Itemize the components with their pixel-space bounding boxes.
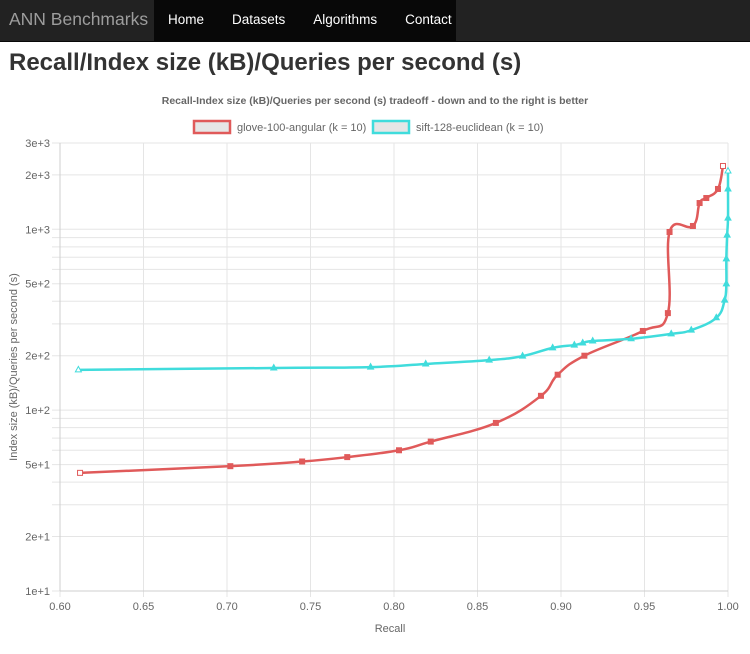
nav-algorithms-link[interactable]: Algorithms [313,12,378,27]
x-tick-label: 1.00 [717,601,738,613]
data-point-marker[interactable] [588,336,597,344]
data-point-marker[interactable] [719,162,726,169]
data-point-marker[interactable] [227,463,234,470]
data-point-marker[interactable] [664,310,671,317]
legend-label: glove-100-angular (k = 10) [237,122,366,134]
data-point-marker[interactable] [689,222,696,229]
x-tick-label: 0.65 [133,601,154,613]
y-tick-label: 1e+1 [25,586,50,598]
chart-legend: glove-100-angular (k = 10) sift-128-eucli… [192,119,543,135]
data-point-marker[interactable] [366,362,375,370]
x-tick-label: 0.90 [550,601,571,613]
series-sift-128-euclidean [74,166,732,373]
chart-series [74,162,732,476]
top-navbar: ANN Benchmarks Home Datasets Algorithms … [0,0,750,42]
chart-grid [52,142,729,597]
series-line [79,165,725,475]
x-tick-label: 0.95 [634,601,655,613]
legend-label: sift-128-euclidean (k = 10) [416,122,543,134]
data-point-marker[interactable] [269,363,278,371]
y-tick-label: 5e+1 [25,460,50,472]
data-point-marker[interactable] [639,327,646,334]
data-point-marker[interactable] [627,334,635,342]
nav-home-link[interactable]: Home [168,12,205,27]
x-axis-label: Recall [375,623,406,635]
legend-swatch [371,119,411,135]
data-point-marker[interactable] [666,229,673,236]
y-tick-label: 1e+3 [25,224,50,236]
data-point-marker[interactable] [722,254,731,262]
data-point-marker[interactable] [696,200,703,207]
nav-contact-link[interactable]: Contact [405,12,452,27]
data-point-marker[interactable] [492,419,499,426]
data-point-marker[interactable] [714,185,721,192]
y-tick-label: 1e+2 [25,405,50,417]
y-tick-label: 2e+3 [25,170,50,182]
x-tick-label: 0.85 [467,601,488,613]
x-tick-label: 0.75 [300,601,321,613]
data-point-marker[interactable] [581,352,588,359]
legend-swatch [192,119,232,135]
data-point-marker[interactable] [570,340,579,348]
data-point-marker[interactable] [485,355,494,363]
data-point-marker[interactable] [724,213,732,221]
data-point-marker[interactable] [724,166,732,174]
data-point-marker[interactable] [518,351,527,359]
data-point-marker[interactable] [74,365,83,373]
legend-item[interactable]: glove-100-angular (k = 10) [192,119,366,135]
chart-title: Recall-Index size (kB)/Queries per secon… [162,95,589,107]
data-point-marker[interactable] [712,313,721,321]
data-point-marker[interactable] [720,295,729,303]
chart-axes: 3e+3 2e+3 1e+3 5e+2 2e+2 1e+2 5e+1 2e+1 1e+1 0.60… [25,138,738,613]
data-point-marker[interactable] [427,438,434,445]
data-point-marker[interactable] [578,338,587,346]
y-axis-label: Index size (kB)/Queries per second (s) [8,273,20,461]
brand-link[interactable]: ANN Benchmarks [9,9,149,29]
x-tick-label: 0.60 [49,601,70,613]
data-point-marker[interactable] [299,458,306,465]
chart-container: Recall-Index size (kB)/Queries per secon… [0,85,750,649]
line-chart[interactable]: Recall-Index size (kB)/Queries per secon… [0,85,750,649]
data-point-marker[interactable] [667,329,676,337]
data-point-marker[interactable] [77,469,84,476]
nav-links: Home Datasets Algorithms Contact [154,0,456,41]
data-point-marker[interactable] [537,392,544,399]
nav-datasets-link[interactable]: Datasets [232,12,286,27]
data-point-marker[interactable] [554,371,561,378]
data-point-marker[interactable] [396,447,403,454]
page-title: Recall/Index size (kB)/Queries per secon… [9,49,522,76]
y-tick-label: 2e+2 [25,351,50,363]
data-point-marker[interactable] [344,454,351,461]
data-point-marker[interactable] [722,279,731,287]
y-tick-label: 3e+3 [25,138,50,150]
data-point-marker[interactable] [723,230,732,238]
y-tick-label: 2e+1 [25,532,50,544]
data-point-marker[interactable] [724,184,732,192]
x-tick-label: 0.70 [216,601,237,613]
data-point-marker[interactable] [703,195,710,202]
data-point-marker[interactable] [687,325,696,333]
series-line [78,171,730,372]
y-tick-label: 5e+2 [25,279,50,291]
data-point-marker[interactable] [421,359,430,367]
legend-item[interactable]: sift-128-euclidean (k = 10) [371,119,543,135]
data-point-marker[interactable] [548,343,557,351]
x-tick-label: 0.80 [383,601,404,613]
series-glove-100-angular [77,162,726,476]
